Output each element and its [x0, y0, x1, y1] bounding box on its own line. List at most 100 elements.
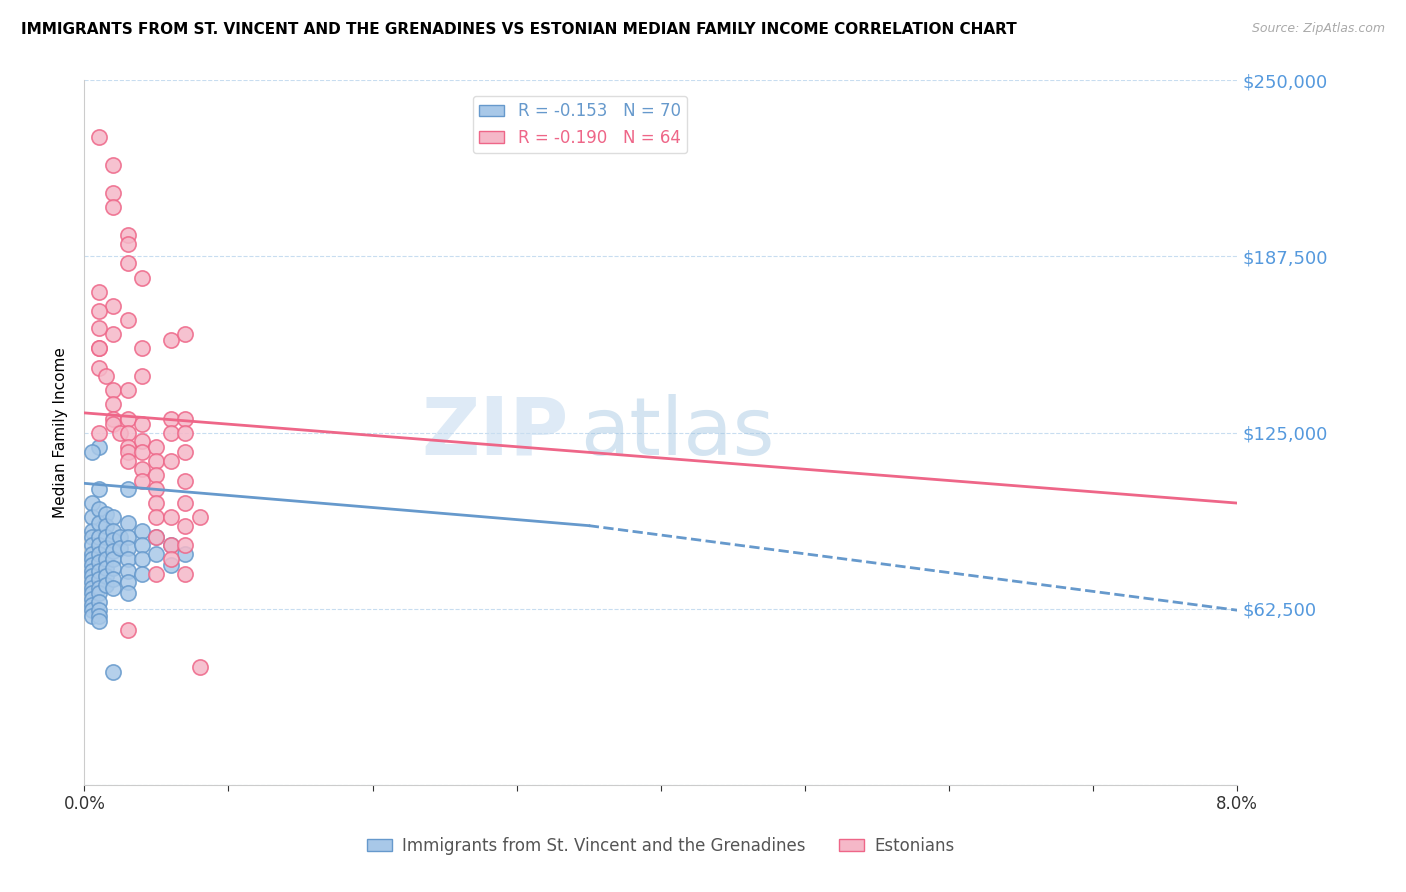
Point: [87, 572, 110, 586]
Point: [87, 440, 110, 454]
Point: [131, 552, 153, 566]
Point: [160, 510, 183, 524]
Text: ZIP: ZIP: [422, 393, 568, 472]
Point: [117, 530, 139, 544]
Point: [117, 516, 139, 530]
Y-axis label: Median Family Income: Median Family Income: [53, 347, 69, 518]
Point: [80, 558, 103, 573]
Point: [160, 558, 183, 573]
Point: [174, 474, 197, 488]
Point: [87, 482, 110, 496]
Point: [94, 530, 117, 544]
Point: [103, 411, 124, 425]
Point: [103, 524, 124, 539]
Point: [80, 524, 103, 539]
Point: [80, 538, 103, 552]
Point: [131, 434, 153, 448]
Point: [117, 564, 139, 578]
Point: [103, 581, 124, 595]
Point: [80, 496, 103, 510]
Point: [94, 518, 117, 533]
Point: [80, 510, 103, 524]
Point: [103, 158, 124, 172]
Point: [117, 552, 139, 566]
Point: [80, 530, 103, 544]
Point: [87, 555, 110, 569]
Point: [87, 516, 110, 530]
Point: [117, 586, 139, 600]
Point: [174, 518, 197, 533]
Point: [80, 603, 103, 617]
Point: [174, 538, 197, 552]
Point: [103, 544, 124, 558]
Point: [117, 541, 139, 556]
Point: [87, 341, 110, 355]
Point: [160, 333, 183, 347]
Point: [110, 425, 132, 440]
Point: [87, 586, 110, 600]
Point: [131, 369, 153, 384]
Point: [80, 586, 103, 600]
Point: [174, 425, 197, 440]
Point: [145, 467, 167, 482]
Point: [87, 530, 110, 544]
Point: [80, 564, 103, 578]
Point: [174, 547, 197, 561]
Point: [87, 425, 110, 440]
Point: [117, 440, 139, 454]
Point: [94, 508, 117, 522]
Point: [87, 595, 110, 609]
Point: [117, 454, 139, 468]
Point: [174, 496, 197, 510]
Point: [80, 552, 103, 566]
Point: [131, 524, 153, 539]
Point: [103, 561, 124, 575]
Point: [87, 581, 110, 595]
Point: [103, 665, 124, 680]
Point: [80, 591, 103, 606]
Point: [174, 445, 197, 459]
Point: [103, 397, 124, 411]
Point: [87, 608, 110, 623]
Point: [145, 454, 167, 468]
Point: [103, 417, 124, 432]
Point: [80, 608, 103, 623]
Point: [80, 445, 103, 459]
Point: [160, 411, 183, 425]
Point: [87, 285, 110, 299]
Point: [145, 440, 167, 454]
Point: [117, 623, 139, 637]
Point: [87, 304, 110, 318]
Point: [117, 313, 139, 327]
Point: [160, 552, 183, 566]
Point: [188, 510, 211, 524]
Point: [117, 425, 139, 440]
Point: [110, 541, 132, 556]
Point: [103, 533, 124, 547]
Point: [145, 496, 167, 510]
Point: [87, 129, 110, 144]
Point: [117, 256, 139, 270]
Point: [145, 510, 167, 524]
Point: [87, 564, 110, 578]
Point: [94, 561, 117, 575]
Point: [174, 326, 197, 341]
Point: [103, 552, 124, 566]
Point: [110, 530, 132, 544]
Text: atlas: atlas: [581, 393, 775, 472]
Text: IMMIGRANTS FROM ST. VINCENT AND THE GRENADINES VS ESTONIAN MEDIAN FAMILY INCOME : IMMIGRANTS FROM ST. VINCENT AND THE GREN…: [21, 22, 1017, 37]
Point: [117, 445, 139, 459]
Point: [131, 417, 153, 432]
Point: [117, 482, 139, 496]
Point: [103, 186, 124, 200]
Legend: Immigrants from St. Vincent and the Grenadines, Estonians: Immigrants from St. Vincent and the Gren…: [360, 830, 962, 861]
Point: [117, 574, 139, 589]
Point: [87, 360, 110, 375]
Point: [188, 659, 211, 673]
Point: [94, 552, 117, 566]
Point: [94, 369, 117, 384]
Point: [131, 566, 153, 581]
Point: [117, 384, 139, 398]
Point: [80, 569, 103, 583]
Point: [94, 569, 117, 583]
